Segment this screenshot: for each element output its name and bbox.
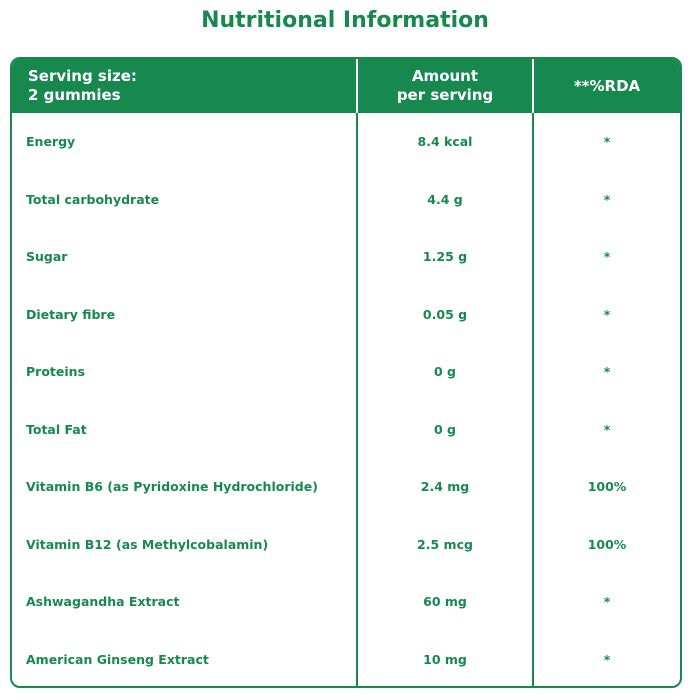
table-body: Energy 8.4 kcal * Total carbohydrate 4.4 g * S…	[12, 113, 680, 686]
table-cell: Dietary fibre	[26, 306, 116, 322]
table-cell: *	[603, 191, 611, 207]
table-cell: Ashwagandha Extract	[26, 594, 180, 610]
table-row: Sugar 1.25 g *	[12, 228, 680, 286]
table-cell: 100%	[587, 536, 627, 552]
table-cell: Proteins	[26, 364, 85, 380]
table-row: Dietary fibre 0.05 g *	[12, 285, 680, 343]
table-row: Vitamin B12 (as Methylcobalamin) 2.5 mcg 1…	[12, 515, 680, 573]
header-cell: **%RDA	[533, 59, 680, 113]
table-cell: *	[603, 364, 611, 380]
table-cell: *	[603, 306, 611, 322]
header-cell: Serving size: 2 gummies	[12, 59, 357, 113]
title: Nutritional Information	[201, 8, 489, 33]
table-cell: *	[603, 594, 611, 610]
table-cell: Total carbohydrate	[26, 191, 160, 207]
table-cell: Vitamin B12 (as Methylcobalamin)	[26, 536, 269, 552]
table-cell: 0 g	[356, 400, 534, 458]
table-cell: *	[603, 651, 611, 667]
table-cell: 4.4 g	[356, 170, 534, 228]
table-cell: 2.5 mcg	[356, 515, 534, 573]
table-cell: Energy	[26, 134, 76, 150]
table-box: Serving size: 2 gummies Amount per servin…	[10, 57, 682, 688]
table-cell: Sugar	[26, 249, 68, 265]
header-cell: Amount per serving	[356, 59, 534, 113]
table-cell: 100%	[587, 479, 627, 495]
table-row: Proteins 0 g *	[12, 343, 680, 401]
table-row: Energy 8.4 kcal *	[12, 113, 680, 171]
table-cell: American Ginseng Extract	[26, 651, 209, 667]
table-row: Total Fat 0 g *	[12, 400, 680, 458]
table-cell: Vitamin B6 (as Pyridoxine Hydrochloride)	[26, 479, 318, 495]
table-cell: 60 mg	[356, 573, 534, 631]
table-cell: 10 mg	[356, 630, 534, 686]
table-cell: 0.05 g	[356, 285, 534, 343]
table-cell: Total Fat	[26, 421, 87, 437]
table-cell: 2.4 mg	[356, 458, 534, 516]
table-cell: 8.4 kcal	[356, 113, 534, 171]
table-row: Vitamin B6 (as Pyridoxine Hydrochloride)…	[12, 458, 680, 516]
table-cell: *	[603, 249, 611, 265]
table-cell: 0 g	[356, 343, 534, 401]
table-row: Ashwagandha Extract 60 mg *	[12, 573, 680, 631]
table-row: American Ginseng Extract 10 mg *	[12, 630, 680, 686]
table-cell: 1.25 g	[356, 228, 534, 286]
table-cell: *	[603, 134, 611, 150]
table-cell: *	[603, 421, 611, 437]
nutrition-table: Serving size: 2 gummies Amount per servin…	[12, 59, 680, 686]
table-row: Total carbohydrate 4.4 g *	[12, 170, 680, 228]
header-row: Serving size: 2 gummies Amount per servin…	[12, 59, 680, 113]
